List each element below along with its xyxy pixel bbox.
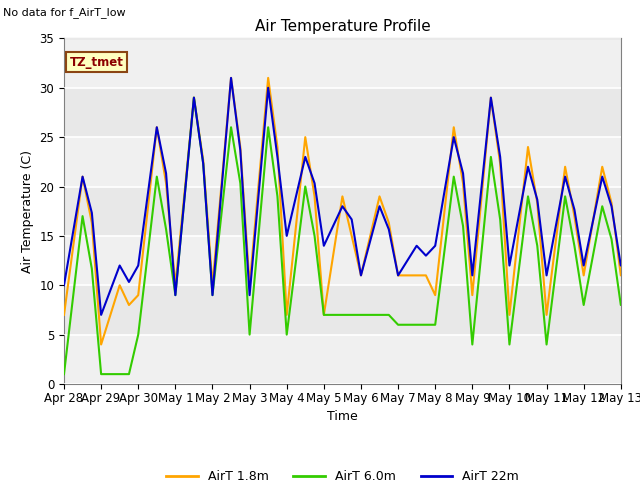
Legend: AirT 1.8m, AirT 6.0m, AirT 22m: AirT 1.8m, AirT 6.0m, AirT 22m [161,465,524,480]
X-axis label: Time: Time [327,410,358,423]
Bar [64,187,621,236]
Title: Air Temperature Profile: Air Temperature Profile [255,20,430,35]
Text: TZ_tmet: TZ_tmet [70,56,124,69]
Text: No data for f_AirT_low: No data for f_AirT_low [3,7,126,18]
Y-axis label: Air Temperature (C): Air Temperature (C) [21,150,34,273]
Bar [64,88,621,137]
Bar [64,285,621,335]
